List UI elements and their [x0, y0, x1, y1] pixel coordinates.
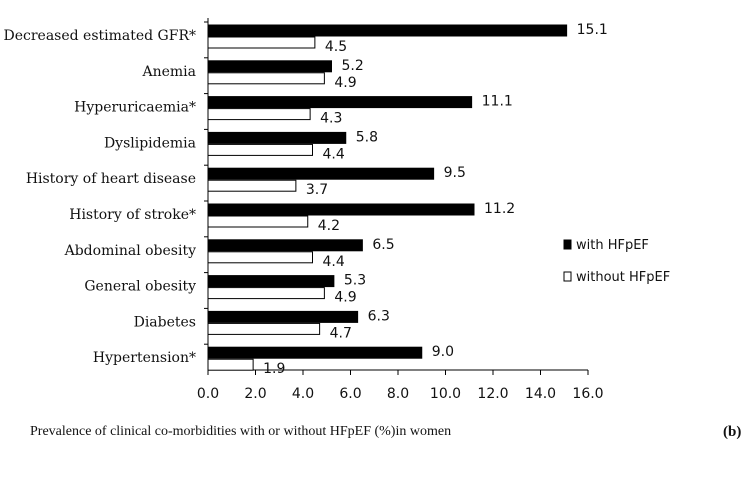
category-label: History of heart disease: [26, 171, 196, 187]
bar-without-hfpef: [207, 72, 325, 85]
bar-without-hfpef: [207, 143, 313, 156]
category-label: Diabetes: [134, 314, 196, 330]
category-label: Hyperuricaemia*: [74, 100, 196, 116]
bar-without-hfpef: [207, 36, 316, 49]
panel-label: (b): [723, 424, 742, 440]
data-label: 4.9: [334, 290, 356, 306]
legend-swatch-with-hfpef: [563, 239, 572, 250]
legend-label: without HFpEF: [576, 270, 670, 285]
bar-without-hfpef: [207, 358, 254, 371]
data-label: 5.2: [342, 58, 364, 74]
x-tick-label: 6.0: [339, 386, 361, 402]
bar-with-hfpef: [207, 96, 473, 109]
data-label: 5.8: [356, 129, 378, 145]
bar-with-hfpef: [207, 167, 435, 180]
bar-with-hfpef: [207, 310, 359, 323]
legend-label: with HFpEF: [576, 238, 649, 253]
data-label: 4.7: [330, 325, 352, 341]
category-label: Anemia: [141, 64, 196, 80]
data-label: 11.1: [482, 94, 513, 110]
category-label: History of stroke*: [69, 207, 196, 223]
data-label: 9.5: [444, 165, 466, 181]
data-label: 4.5: [325, 39, 347, 55]
x-axis-title: Prevalence of clinical co-morbidities wi…: [30, 424, 452, 439]
x-tick-label: 14.0: [525, 386, 556, 402]
data-label: 9.0: [432, 344, 454, 360]
data-label: 4.2: [318, 218, 340, 234]
x-tick-label: 0.0: [197, 386, 219, 402]
bar-with-hfpef: [207, 24, 568, 37]
category-label: Decreased estimated GFR*: [3, 28, 196, 44]
data-label: 5.3: [344, 273, 366, 289]
bar-with-hfpef: [207, 203, 475, 216]
x-tick-label: 8.0: [387, 386, 409, 402]
data-label: 15.1: [577, 22, 608, 38]
category-label: Dyslipidemia: [104, 135, 196, 151]
x-tick-label: 10.0: [430, 386, 461, 402]
data-label: 3.7: [306, 182, 328, 198]
data-label: 4.4: [323, 146, 345, 162]
bar-with-hfpef: [207, 346, 423, 359]
bar-without-hfpef: [207, 251, 313, 264]
data-label: 6.5: [372, 237, 394, 253]
bar-without-hfpef: [207, 322, 321, 335]
data-label: 11.2: [484, 201, 515, 217]
x-tick-label: 4.0: [292, 386, 314, 402]
data-label: 6.3: [368, 308, 390, 324]
category-label: Abdominal obesity: [64, 243, 196, 259]
bar-without-hfpef: [207, 108, 311, 121]
data-label: 4.4: [323, 254, 345, 270]
x-tick-label: 12.0: [477, 386, 508, 402]
data-label: 1.9: [263, 361, 285, 377]
bar-without-hfpef: [207, 215, 309, 228]
legend-swatch-without-hfpef: [563, 271, 572, 282]
bar-without-hfpef: [207, 287, 325, 300]
x-tick-label: 16.0: [572, 386, 603, 402]
bar-with-hfpef: [207, 239, 363, 252]
data-label: 4.9: [334, 75, 356, 91]
data-label: 4.3: [320, 111, 342, 127]
bar-with-hfpef: [207, 60, 332, 73]
category-label: General obesity: [84, 279, 196, 295]
bar-with-hfpef: [207, 275, 335, 288]
bar-with-hfpef: [207, 131, 347, 144]
category-label: Hypertension*: [93, 350, 196, 366]
bar-without-hfpef: [207, 179, 297, 192]
x-tick-label: 2.0: [244, 386, 266, 402]
